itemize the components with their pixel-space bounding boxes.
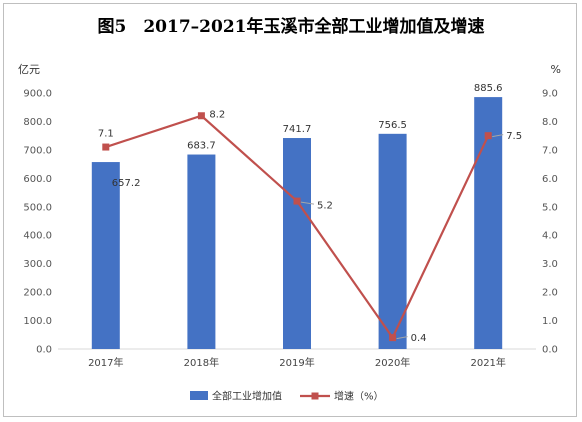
left-axis-tick-label: 400.0 [23,231,52,242]
bar [378,133,407,349]
x-axis-tick-label: 2017年 [88,356,123,369]
bar-data-label: 756.5 [378,120,407,131]
right-axis-tick-label: 1.0 [542,316,558,327]
left-axis-tick-label: 300.0 [23,259,52,270]
right-axis-tick-label: 2.0 [542,288,558,299]
growth-data-label: 5.2 [317,201,333,212]
left-axis-tick-label: 0.0 [36,345,52,356]
growth-label-leader [492,134,504,138]
legend: 全部工业增加值 增速（%） [190,390,384,403]
growth-data-label: 8.2 [209,109,225,120]
legend-bar-label: 全部工业增加值 [212,390,282,403]
x-axis-tick-label: 2019年 [279,356,314,369]
chart-title: 图5 2017–2021年玉溪市全部工业增加值及增速 [98,16,485,37]
left-axis-tick-label: 500.0 [23,202,52,213]
left-axis-tick-label: 800.0 [23,117,52,128]
left-axis-tick-label: 200.0 [23,288,52,299]
right-axis-tick-label: 3.0 [542,259,558,270]
legend-line-label: 增速（%） [334,390,384,403]
growth-point [389,334,397,342]
right-axis-tick-label: 6.0 [542,174,558,185]
growth-point [102,143,110,151]
right-axis-tick-label: 8.0 [542,117,558,128]
growth-label-leader [396,336,408,340]
left-axis-tick-label: 600.0 [23,174,52,185]
growth-data-label: 0.4 [411,333,427,344]
right-axis-tick-label: 7.0 [542,145,558,156]
growth-point [197,112,205,120]
right-axis-unit: % [551,63,561,76]
x-axis-tick-label: 2021年 [470,356,505,369]
left-axis-unit: 亿元 [18,63,40,76]
plot-area: 0.0 100.0 200.0 300.0 400.0 500.0 600.0 700.0 80… [23,83,558,369]
legend-line-marker [311,392,319,400]
growth-point [293,197,301,205]
x-axis-tick-label: 2018年 [184,356,219,369]
growth-data-label: 7.5 [506,131,522,142]
bar [187,154,216,349]
growth-point [484,132,492,140]
bar-data-label: 657.2 [112,178,141,189]
right-axis-tick-label: 0.0 [542,345,558,356]
left-axis-tick-label: 900.0 [23,89,52,100]
bar [283,138,311,349]
growth-label-leader [300,201,315,205]
bar-data-label: 741.7 [283,124,312,135]
right-axis-tick-label: 4.0 [542,231,558,242]
growth-data-label: 7.1 [98,129,114,140]
right-axis-tick-label: 9.0 [542,89,558,100]
bar-data-label: 885.6 [474,83,503,94]
right-axis-tick-label: 5.0 [542,202,558,213]
x-axis-tick-label: 2020年 [375,356,410,369]
left-axis-tick-label: 100.0 [23,316,52,327]
legend-bar-swatch [190,391,208,400]
bar-data-label: 683.7 [187,141,216,152]
left-axis-tick-label: 700.0 [23,145,52,156]
bar [91,162,120,349]
